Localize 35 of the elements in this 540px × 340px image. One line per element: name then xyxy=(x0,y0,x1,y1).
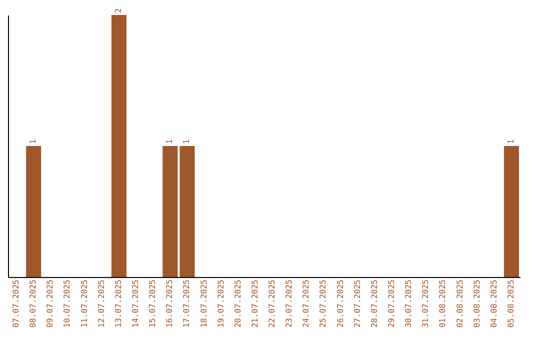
x-tick-label: 04.08.2025 xyxy=(489,279,498,328)
x-tick-label: 27.07.2025 xyxy=(352,279,362,328)
x-tick-label: 08.07.2025 xyxy=(28,279,38,328)
x-tick-label: 31.07.2025 xyxy=(421,279,430,328)
x-tick-label: 24.07.2025 xyxy=(302,279,311,328)
x-tick-label: 09.07.2025 xyxy=(46,279,55,328)
x-tick-label: 15.07.2025 xyxy=(148,279,158,328)
x-tick-label: 19.07.2025 xyxy=(216,279,226,328)
data-label: 1 xyxy=(165,139,174,144)
x-tick-label: 07.07.2025 xyxy=(12,279,21,328)
x-tick-label: 28.07.2025 xyxy=(370,279,379,328)
x-tick-label: 22.07.2025 xyxy=(268,279,277,328)
x-tick-label: 25.07.2025 xyxy=(318,279,328,328)
x-tick-label: 30.07.2025 xyxy=(404,279,414,328)
x-tick-label: 16.07.2025 xyxy=(165,279,174,328)
x-tick-label: 17.07.2025 xyxy=(182,279,192,328)
x-tick-label: 29.07.2025 xyxy=(387,279,396,328)
x-tick-label: 13.07.2025 xyxy=(114,279,123,328)
x-tick-label: 18.07.2025 xyxy=(199,279,208,328)
data-label: 2 xyxy=(114,8,123,13)
data-label: 1 xyxy=(182,139,192,144)
x-tick-label: 20.07.2025 xyxy=(233,279,242,328)
x-tick-label: 10.07.2025 xyxy=(62,279,72,328)
x-tick-label: 21.07.2025 xyxy=(250,279,260,328)
x-tick-label: 11.07.2025 xyxy=(80,279,89,328)
x-tick-label: 26.07.2025 xyxy=(336,279,345,328)
data-label: 1 xyxy=(28,139,38,144)
x-tick-label: 23.07.2025 xyxy=(284,279,294,328)
x-tick-label: 02.08.2025 xyxy=(455,279,464,328)
x-tick-label: 01.08.2025 xyxy=(438,279,448,328)
x-tick-label: 03.08.2025 xyxy=(472,279,482,328)
x-tick-label: 14.07.2025 xyxy=(131,279,140,328)
data-label: 1 xyxy=(506,139,516,144)
x-tick-label: 12.07.2025 xyxy=(96,279,106,328)
x-tick-label: 05.08.2025 xyxy=(506,279,516,328)
